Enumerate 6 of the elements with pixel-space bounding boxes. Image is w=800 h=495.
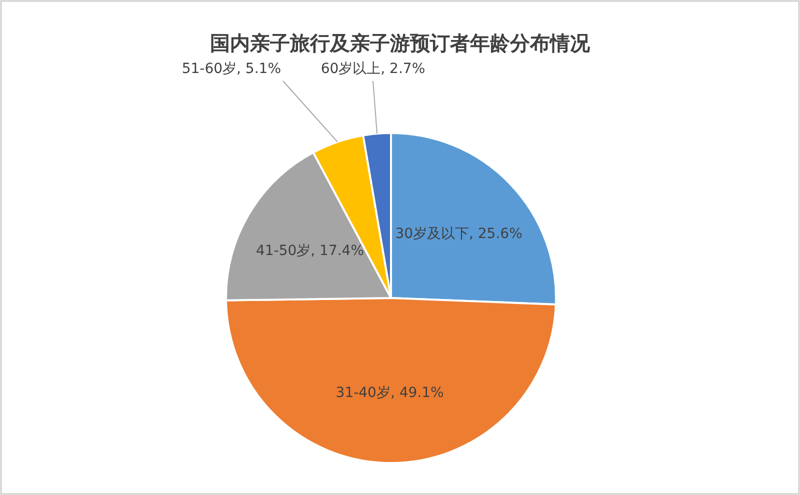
slice-label: 51-60岁, 5.1%	[182, 61, 281, 77]
slice-label: 31-40岁, 49.1%	[336, 385, 444, 402]
slice-label: 41-50岁, 17.4%	[256, 243, 364, 260]
slice-label: 30岁及以下, 25.6%	[395, 226, 522, 242]
chart-title: 国内亲子旅行及亲子游预订者年龄分布情况	[210, 31, 591, 55]
slice-label: 60岁以上, 2.7%	[320, 61, 426, 77]
